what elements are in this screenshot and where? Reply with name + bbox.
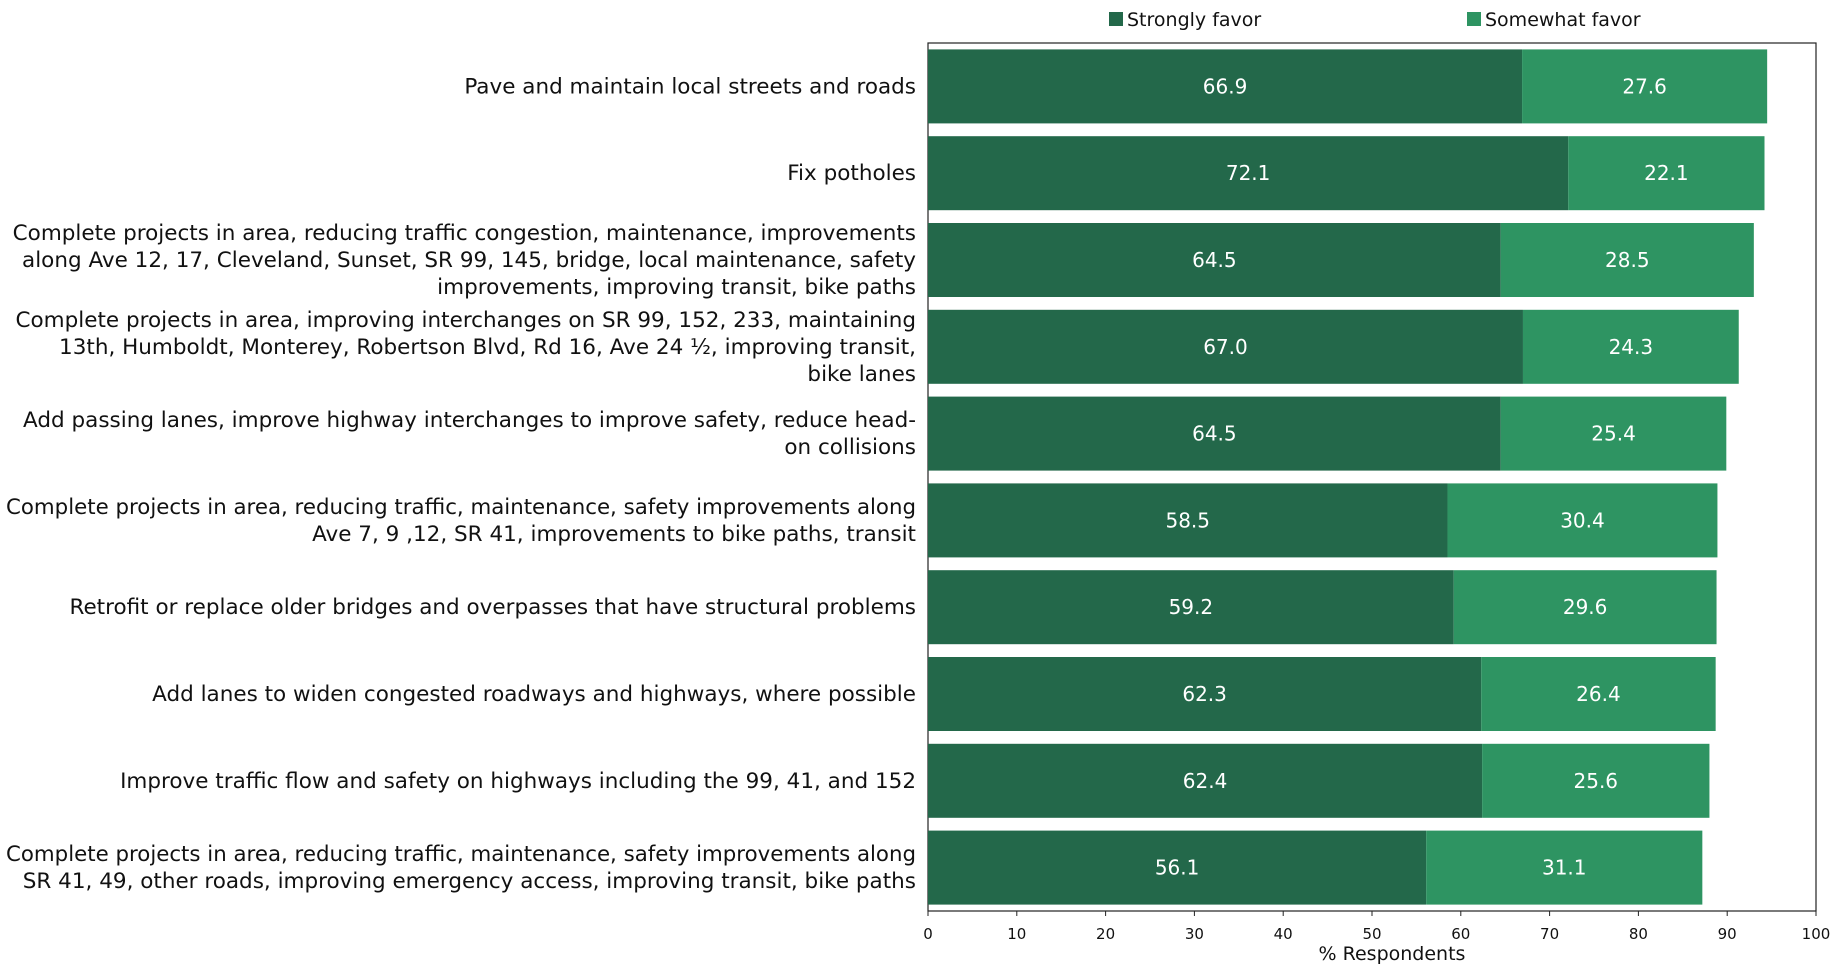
bar-somewhat-favor-1 — [1522, 49, 1768, 124]
category-label-9: Improve traffic flow and safety on highw… — [120, 769, 916, 794]
category-label-line: SR 41, 49, other roads, improving emerge… — [23, 869, 916, 894]
data-label-strongly-favor-3: 64.5 — [1192, 248, 1237, 272]
data-label-strongly-favor-9: 62.4 — [1183, 769, 1228, 793]
bar-strongly-favor-7 — [928, 570, 1454, 645]
data-label-strongly-favor-2: 72.1 — [1226, 161, 1271, 185]
category-label-5: Add passing lanes, improve highway inter… — [23, 408, 916, 460]
data-label-somewhat-favor-7: 29.6 — [1563, 595, 1608, 619]
x-tick-label: 0 — [923, 925, 933, 943]
category-label-line: Complete projects in area, improving int… — [16, 308, 916, 333]
bar-strongly-favor-6 — [928, 483, 1448, 558]
category-label-7: Retrofit or replace older bridges and ov… — [69, 595, 916, 620]
x-axis: 0 10 20 30 40 50 60 70 80 90 100 — [923, 911, 1830, 943]
bar-somewhat-favor-2 — [1568, 136, 1765, 211]
plot-area: 66.9 27.6 72.1 22.1 64.5 28.5 67.0 24.3 64.5 25.4… — [927, 42, 1817, 912]
data-label-somewhat-favor-1: 27.6 — [1622, 74, 1667, 98]
bar-strongly-favor-4 — [928, 309, 1523, 384]
bar-somewhat-favor-4 — [1522, 309, 1739, 384]
bar-strongly-favor-2 — [928, 136, 1569, 211]
bar-strongly-favor-9 — [928, 743, 1483, 818]
legend: Strongly favor Somewhat favor — [1109, 9, 1641, 31]
legend-label: Strongly favor — [1127, 9, 1261, 31]
bar-somewhat-favor-7 — [1453, 570, 1717, 645]
bar-strongly-favor-1 — [928, 49, 1523, 124]
data-label-strongly-favor-6: 58.5 — [1165, 508, 1210, 532]
data-label-somewhat-favor-4: 24.3 — [1609, 335, 1654, 359]
bar-somewhat-favor-3 — [1500, 223, 1754, 297]
category-label-line: Add passing lanes, improve highway inter… — [23, 408, 916, 433]
bar-strongly-favor-10 — [928, 830, 1427, 905]
legend-item-strongly-favor: Strongly favor — [1109, 9, 1261, 31]
data-label-somewhat-favor-10: 31.1 — [1542, 856, 1587, 880]
x-tick-label: 100 — [1802, 925, 1831, 943]
category-label-line: Fix potholes — [787, 161, 916, 186]
category-label-line: Complete projects in area, reducing traf… — [6, 495, 916, 520]
bar-somewhat-favor-5 — [1500, 396, 1727, 471]
category-label-line: Complete projects in area, reducing traf… — [6, 842, 916, 867]
x-tick-label: 50 — [1362, 925, 1381, 943]
category-label-1: Pave and maintain local streets and road… — [464, 74, 916, 99]
legend-swatch — [1109, 12, 1123, 26]
data-label-somewhat-favor-8: 26.4 — [1576, 682, 1621, 706]
legend-swatch — [1467, 12, 1481, 26]
bar-somewhat-favor-9 — [1482, 743, 1710, 818]
category-label-line: Improve traffic flow and safety on highw… — [120, 769, 916, 794]
legend-label: Somewhat favor — [1485, 9, 1641, 31]
category-label-line: Pave and maintain local streets and road… — [464, 74, 916, 99]
category-label-line: improvements, improving transit, bike pa… — [437, 275, 916, 300]
category-label-6: Complete projects in area, reducing traf… — [6, 495, 916, 547]
category-label-8: Add lanes to widen congested roadways an… — [152, 682, 916, 707]
category-label-line: Ave 7, 9 ,12, SR 41, improvements to bik… — [312, 522, 916, 547]
x-tick-label: 90 — [1718, 925, 1737, 943]
data-label-somewhat-favor-2: 22.1 — [1644, 161, 1689, 185]
bar-strongly-favor-8 — [928, 657, 1482, 731]
x-tick-label: 60 — [1451, 925, 1470, 943]
bar-somewhat-favor-8 — [1481, 657, 1716, 731]
x-tick-label: 80 — [1629, 925, 1648, 943]
category-label-line: bike lanes — [807, 362, 916, 387]
data-label-strongly-favor-1: 66.9 — [1203, 74, 1248, 98]
bar-somewhat-favor-10 — [1426, 830, 1703, 905]
category-label-line: Add lanes to widen congested roadways an… — [152, 682, 916, 707]
category-label-line: along Ave 12, 17, Cleveland, Sunset, SR … — [22, 248, 916, 273]
category-label-line: Retrofit or replace older bridges and ov… — [69, 595, 916, 620]
category-label-4: Complete projects in area, improving int… — [16, 308, 916, 387]
data-label-strongly-favor-4: 67.0 — [1203, 335, 1248, 359]
bar-strongly-favor-5 — [928, 396, 1501, 471]
bar-somewhat-favor-6 — [1447, 483, 1718, 558]
x-tick-label: 30 — [1185, 925, 1204, 943]
category-label-line: on collisions — [784, 435, 916, 460]
legend-item-somewhat-favor: Somewhat favor — [1467, 9, 1641, 31]
data-label-strongly-favor-5: 64.5 — [1192, 422, 1237, 446]
x-tick-label: 10 — [1007, 925, 1026, 943]
category-label-line: Complete projects in area, reducing traf… — [13, 221, 916, 246]
x-axis-title: % Respondents — [1319, 943, 1466, 965]
category-label-line: 13th, Humboldt, Monterey, Robertson Blvd… — [59, 335, 916, 360]
data-label-strongly-favor-7: 59.2 — [1169, 595, 1214, 619]
category-label-2: Fix potholes — [787, 161, 916, 186]
category-labels: Pave and maintain local streets and road… — [6, 74, 916, 894]
category-label-3: Complete projects in area, reducing traf… — [13, 221, 917, 300]
data-label-strongly-favor-10: 56.1 — [1155, 856, 1200, 880]
x-tick-label: 40 — [1274, 925, 1293, 943]
data-label-somewhat-favor-3: 28.5 — [1605, 248, 1650, 272]
x-tick-label: 20 — [1096, 925, 1115, 943]
data-label-somewhat-favor-6: 30.4 — [1560, 508, 1605, 532]
data-label-strongly-favor-8: 62.3 — [1182, 682, 1227, 706]
data-label-somewhat-favor-9: 25.6 — [1574, 769, 1619, 793]
category-label-10: Complete projects in area, reducing traf… — [6, 842, 916, 894]
data-label-somewhat-favor-5: 25.4 — [1591, 422, 1636, 446]
bar-strongly-favor-3 — [928, 223, 1501, 297]
x-tick-label: 70 — [1540, 925, 1559, 943]
